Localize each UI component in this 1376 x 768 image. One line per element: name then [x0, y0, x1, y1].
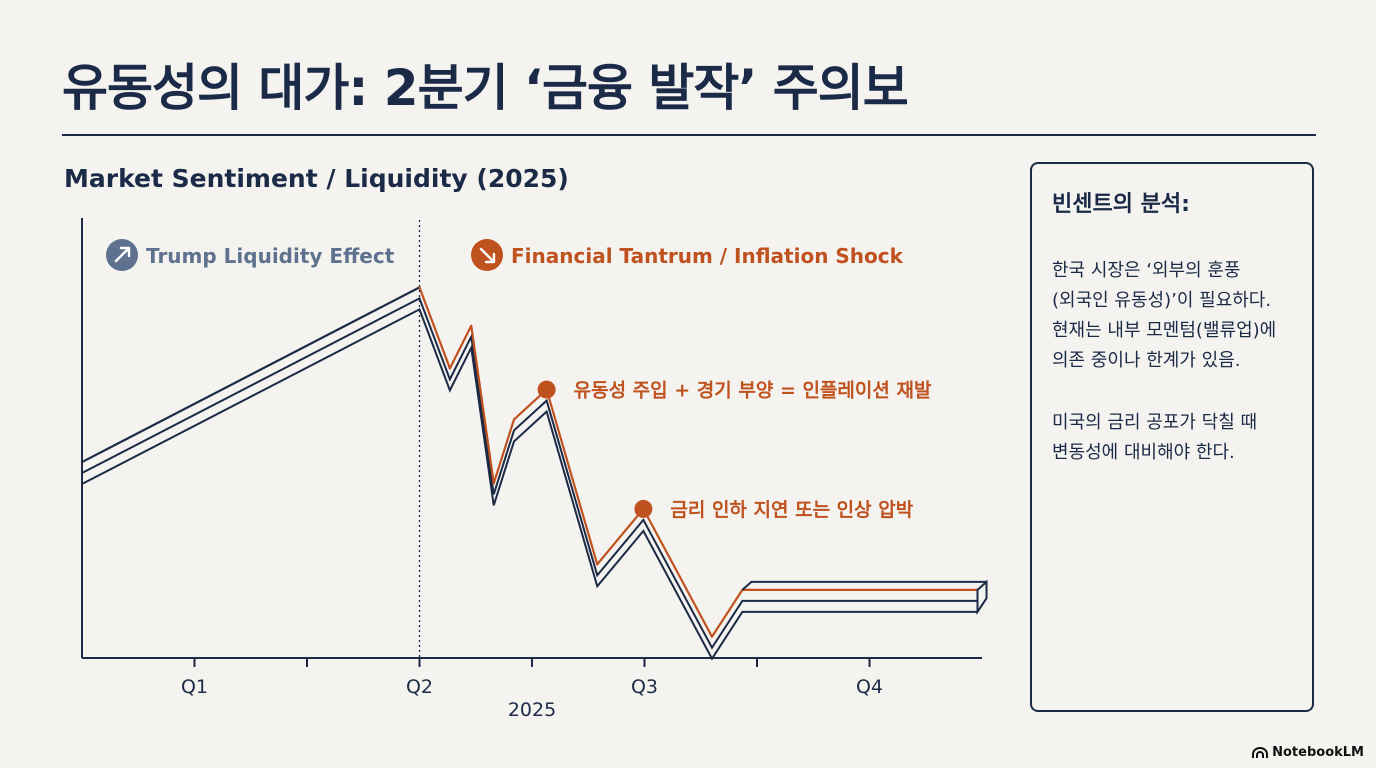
ribbon-top-segment-1 — [418, 286, 451, 370]
ribbon-top-segment-2 — [448, 324, 473, 370]
analysis-paragraph-2: 미국의 금리 공포가 닥칠 때 변동성에 대비해야 한다. — [1052, 412, 1258, 463]
page-title: 유동성의 대가: 2분기 ‘금융 발작’ 주의보 — [62, 59, 909, 117]
x-tick-label-q2: Q2 — [406, 676, 433, 698]
ribbon-top-segment-8 — [642, 507, 714, 638]
ticks-layer: Q1 Q2 Q3 Q4 2025 — [181, 658, 883, 721]
analysis-panel: 빈센트의 분석: 한국 시장은 ‘외부의 훈풍 (외국인 유동성)’이 필요하다… — [1030, 162, 1314, 712]
arrow-down-right-icon-head — [484, 252, 496, 264]
annotation-marker-1 — [537, 380, 556, 399]
ribbon-top-segment-0 — [80, 286, 421, 464]
ribbon-bottom-edge — [81, 307, 978, 661]
x-tick-label-q1: Q1 — [181, 676, 208, 698]
brand-label: NotebookLM — [1272, 745, 1364, 760]
annotation-marker-2 — [634, 499, 653, 518]
x-tick-label-q4: Q4 — [856, 676, 883, 698]
chart-svg: Q1 Q2 Q3 Q4 2025 Trump Liquidity Effect Finan… — [80, 218, 988, 721]
annotation-label-1: 유동성 주입 + 경기 부양 = 인플레이션 재발 — [574, 380, 932, 402]
ribbon-top-segment-4 — [492, 418, 516, 485]
arrow-down-right-icon-shaft — [479, 247, 495, 263]
analysis-paragraph-1: 한국 시장은 ‘외부의 훈풍 (외국인 유동성)’이 필요하다. 현재는 내부 … — [1052, 260, 1277, 371]
x-tick-label-q3: Q3 — [631, 676, 658, 698]
legend-layer: Trump Liquidity Effect Financial Tantrum … — [106, 239, 904, 271]
legend-label-2: Financial Tantrum / Inflation Shock — [511, 244, 904, 268]
ribbon-top-segment-7 — [596, 507, 645, 566]
ribbon-layer — [80, 286, 988, 661]
x-axis-label: 2025 — [508, 699, 556, 721]
ribbon-end-cap — [976, 579, 988, 616]
chart-title: Market Sentiment / Liquidity (2025) — [64, 164, 569, 193]
notebooklm-logo-icon — [1252, 746, 1269, 758]
brand: NotebookLM — [1252, 745, 1364, 760]
title-divider — [62, 134, 1316, 136]
arrow-up-right-icon-head — [119, 246, 131, 258]
ribbon-middle-edge — [81, 296, 978, 650]
ribbon-end-top — [741, 580, 987, 591]
ribbon-top-segment-3 — [470, 324, 495, 485]
legend-label-1: Trump Liquidity Effect — [146, 244, 395, 268]
arrow-up-right-icon-shaft — [114, 247, 130, 263]
annotation-label-2: 금리 인하 지연 또는 인상 압박 — [670, 499, 913, 521]
ribbon-top-segment-9 — [710, 588, 744, 638]
ribbon-top-segment-6 — [545, 388, 599, 566]
analysis-title: 빈센트의 분석: — [1052, 192, 1190, 217]
